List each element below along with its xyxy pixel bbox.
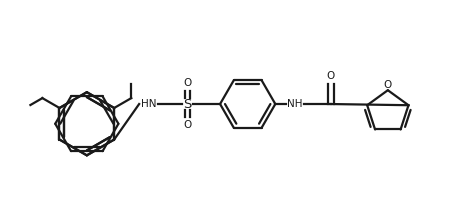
Text: O: O: [183, 78, 192, 88]
Text: HN: HN: [141, 99, 157, 109]
Text: S: S: [183, 98, 192, 110]
Text: O: O: [384, 80, 392, 90]
Text: O: O: [183, 120, 192, 130]
Text: O: O: [326, 71, 335, 81]
Text: NH: NH: [287, 99, 303, 109]
